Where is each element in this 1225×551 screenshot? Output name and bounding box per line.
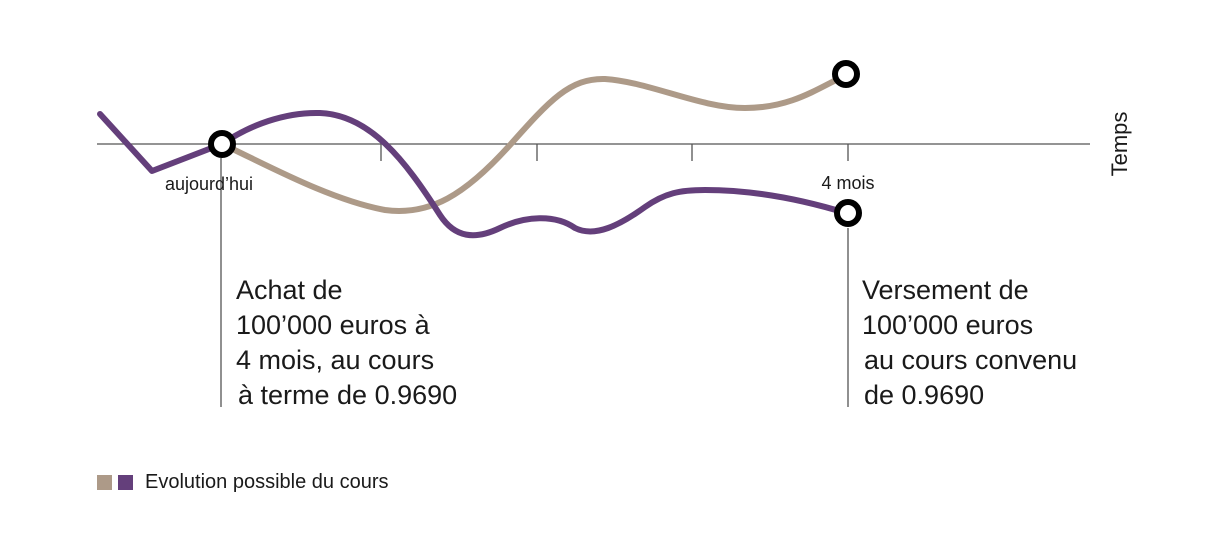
series-line-purple	[97, 109, 849, 239]
today-marker	[208, 130, 236, 158]
purchase-note-line: à terme de 0.9690	[238, 380, 458, 410]
axis-title: Temps	[1107, 112, 1132, 177]
legend-label: Evolution possible du cours	[145, 471, 389, 493]
tick-label-today: aujourd’hui	[165, 174, 253, 194]
purchase-note-line: 4 mois, au cours	[236, 345, 435, 375]
purchase-note-line: 100’000 euros à	[236, 310, 430, 340]
payment-note-line: 100’000 euros	[862, 310, 1034, 340]
end-marker-tan	[832, 60, 860, 88]
end-marker-purple	[834, 199, 862, 227]
legend-swatch-purple	[118, 475, 133, 490]
payment-note-line: Versement de	[862, 275, 1029, 305]
legend: Evolution possible du cours	[97, 471, 388, 494]
purchase-note: Achat de 100’000 euros à 4 mois, au cour…	[236, 273, 457, 413]
payment-note-line: de 0.9690	[864, 380, 985, 410]
purchase-note-line: Achat de	[236, 275, 343, 305]
payment-note: Versement de 100’000 euros au cours conv…	[862, 273, 1077, 413]
tick-label-four-months: 4 mois	[821, 173, 874, 193]
series-line-tan	[219, 72, 849, 214]
legend-swatch-tan	[97, 475, 112, 490]
payment-note-line: au cours convenu	[864, 345, 1078, 375]
